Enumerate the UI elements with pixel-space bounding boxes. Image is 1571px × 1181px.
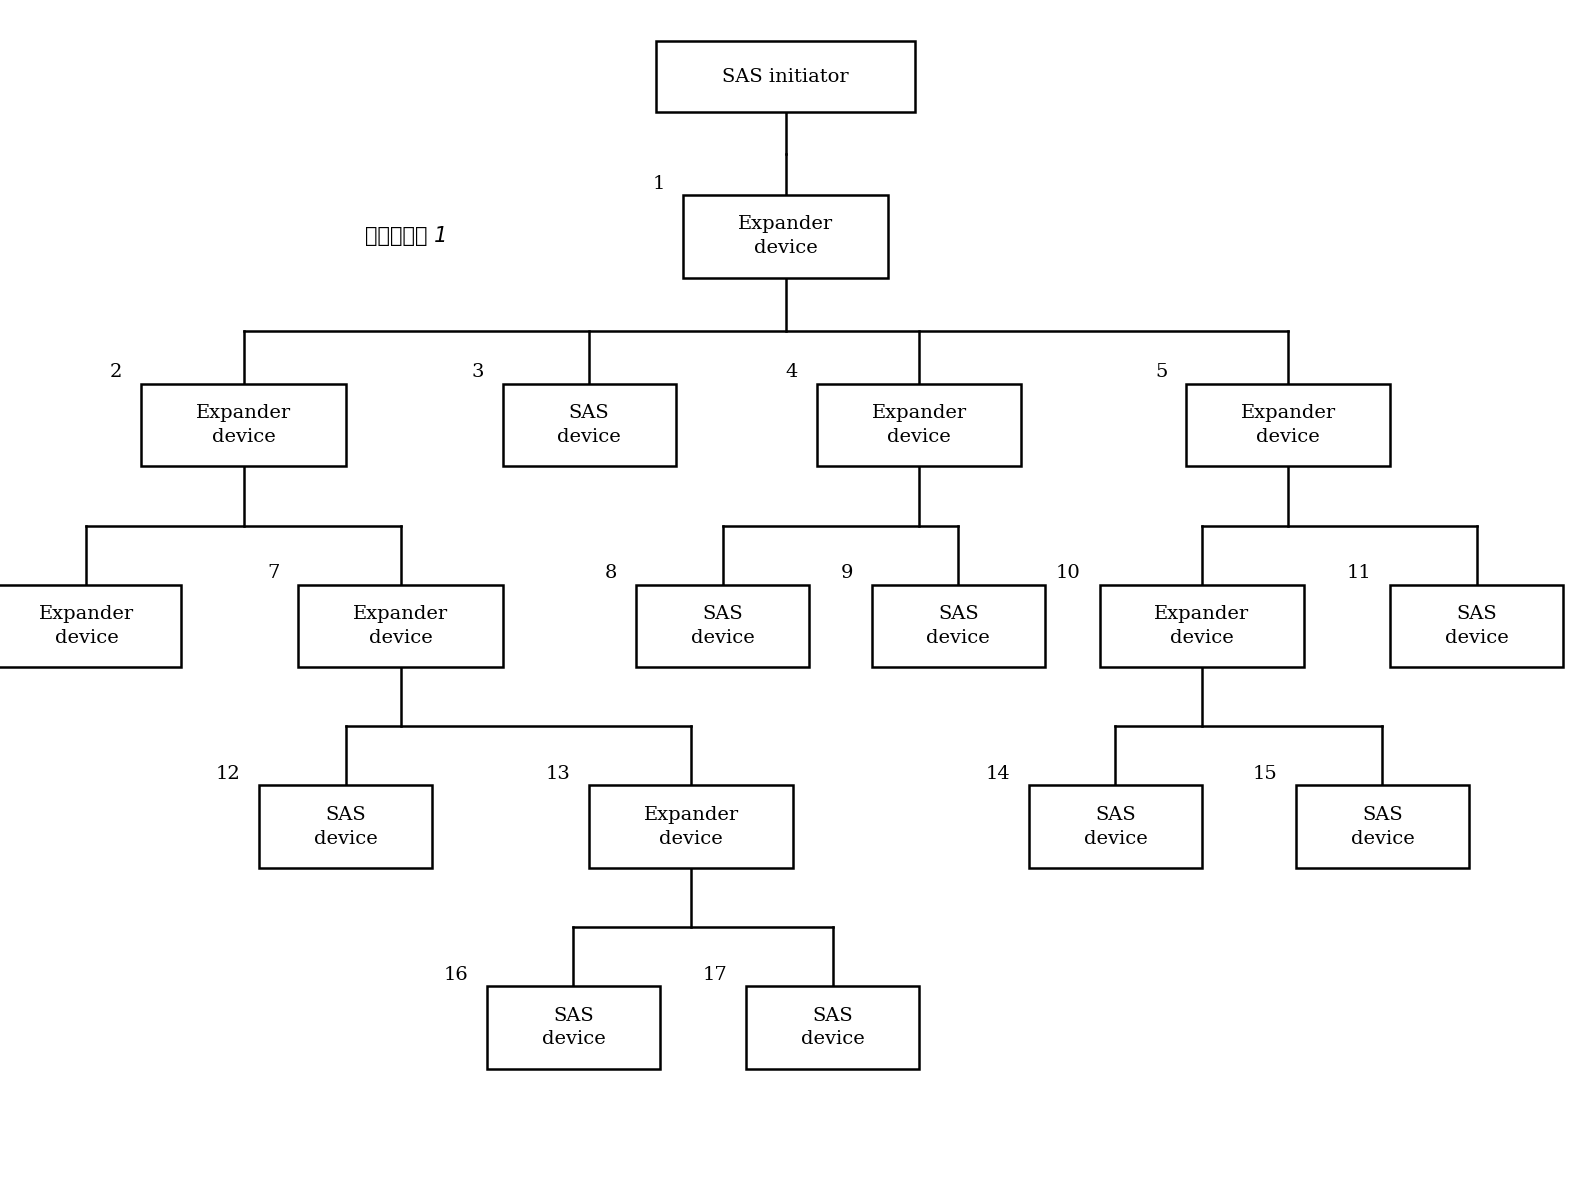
Text: Expander
device: Expander device (196, 404, 291, 446)
Text: 3: 3 (471, 364, 484, 381)
Text: 12: 12 (215, 765, 240, 783)
FancyBboxPatch shape (1029, 785, 1202, 868)
Text: SAS
device: SAS device (801, 1006, 864, 1049)
Text: 11: 11 (1346, 565, 1371, 582)
FancyBboxPatch shape (1186, 384, 1390, 466)
FancyBboxPatch shape (259, 785, 432, 868)
FancyBboxPatch shape (0, 585, 181, 667)
FancyBboxPatch shape (655, 41, 914, 112)
Text: SAS initiator: SAS initiator (723, 67, 848, 86)
FancyBboxPatch shape (141, 384, 346, 466)
Text: Expander
device: Expander device (1241, 404, 1335, 446)
Text: SAS
device: SAS device (1351, 805, 1414, 848)
Text: Expander
device: Expander device (39, 605, 134, 647)
Text: 4: 4 (786, 364, 798, 381)
Text: SAS
device: SAS device (1084, 805, 1147, 848)
FancyBboxPatch shape (817, 384, 1021, 466)
Text: 16: 16 (443, 966, 468, 984)
Text: SAS
device: SAS device (927, 605, 990, 647)
FancyBboxPatch shape (589, 785, 793, 868)
Text: SAS
device: SAS device (691, 605, 754, 647)
FancyBboxPatch shape (1390, 585, 1563, 667)
Text: 13: 13 (545, 765, 570, 783)
Text: 5: 5 (1155, 364, 1167, 381)
Text: 14: 14 (985, 765, 1010, 783)
Text: 2: 2 (110, 364, 123, 381)
Text: 7: 7 (267, 565, 280, 582)
FancyBboxPatch shape (746, 986, 919, 1069)
Text: SAS
device: SAS device (1445, 605, 1508, 647)
Text: Expander
device: Expander device (353, 605, 448, 647)
Text: 9: 9 (840, 565, 853, 582)
FancyBboxPatch shape (298, 585, 503, 667)
FancyBboxPatch shape (503, 384, 676, 466)
FancyBboxPatch shape (636, 585, 809, 667)
Text: 级别顺序： 1: 级别顺序： 1 (366, 227, 448, 246)
Text: SAS
device: SAS device (314, 805, 377, 848)
FancyBboxPatch shape (683, 195, 888, 278)
Text: Expander
device: Expander device (1155, 605, 1249, 647)
Text: 8: 8 (605, 565, 617, 582)
Text: 17: 17 (702, 966, 727, 984)
Text: 1: 1 (652, 175, 665, 193)
Text: 10: 10 (1056, 565, 1081, 582)
FancyBboxPatch shape (872, 585, 1045, 667)
Text: SAS
device: SAS device (558, 404, 621, 446)
Text: 15: 15 (1252, 765, 1277, 783)
Text: SAS
device: SAS device (542, 1006, 605, 1049)
Text: Expander
device: Expander device (644, 805, 738, 848)
FancyBboxPatch shape (1296, 785, 1469, 868)
Text: Expander
device: Expander device (872, 404, 966, 446)
FancyBboxPatch shape (487, 986, 660, 1069)
FancyBboxPatch shape (1100, 585, 1304, 667)
Text: Expander
device: Expander device (738, 215, 833, 257)
